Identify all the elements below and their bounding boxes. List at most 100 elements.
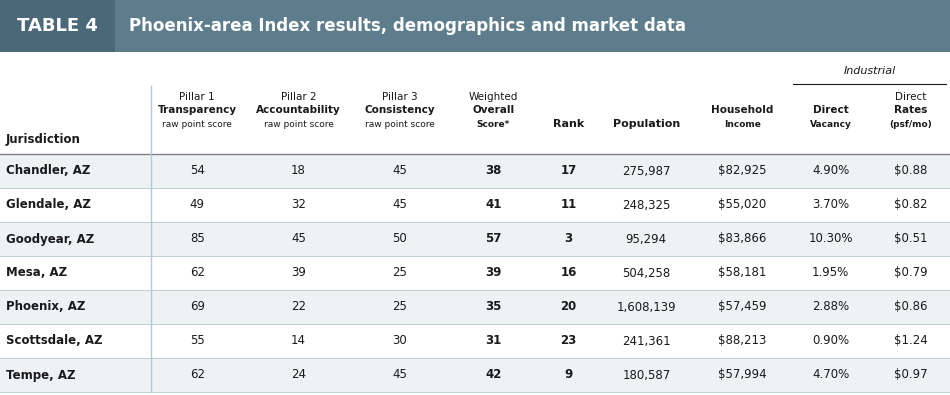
- Text: Goodyear, AZ: Goodyear, AZ: [6, 233, 94, 246]
- Text: Weighted: Weighted: [468, 92, 518, 102]
- Bar: [0, 0, 115, 52]
- Text: 23: 23: [560, 335, 577, 348]
- Bar: [0, 0, 950, 52]
- Text: Pillar 1: Pillar 1: [180, 92, 215, 102]
- Text: 95,294: 95,294: [626, 233, 667, 246]
- Bar: [0, 358, 950, 392]
- Text: 1.95%: 1.95%: [812, 267, 849, 280]
- Text: 38: 38: [485, 164, 502, 177]
- Text: Overall: Overall: [472, 105, 514, 115]
- Text: 275,987: 275,987: [622, 164, 671, 177]
- Text: (psf/mo): (psf/mo): [890, 120, 933, 129]
- Bar: [0, 222, 950, 256]
- Text: 69: 69: [190, 301, 205, 314]
- Text: 18: 18: [291, 164, 306, 177]
- Text: 248,325: 248,325: [622, 199, 671, 211]
- Text: Income: Income: [724, 120, 761, 129]
- Text: Industrial: Industrial: [844, 66, 896, 76]
- Text: 180,587: 180,587: [622, 369, 671, 382]
- Text: $0.86: $0.86: [894, 301, 928, 314]
- Text: Rates: Rates: [894, 105, 928, 115]
- Text: 20: 20: [560, 301, 577, 314]
- Text: Rank: Rank: [553, 119, 584, 129]
- Text: 42: 42: [485, 369, 502, 382]
- Text: TABLE 4: TABLE 4: [17, 17, 98, 35]
- Text: Tempe, AZ: Tempe, AZ: [6, 369, 75, 382]
- Text: 4.70%: 4.70%: [812, 369, 849, 382]
- Text: 30: 30: [392, 335, 408, 348]
- Text: 14: 14: [291, 335, 306, 348]
- Text: 50: 50: [392, 233, 408, 246]
- Text: $57,994: $57,994: [718, 369, 767, 382]
- Text: 62: 62: [190, 267, 205, 280]
- Text: $55,020: $55,020: [718, 199, 767, 211]
- Text: raw point score: raw point score: [162, 120, 232, 129]
- Text: Phoenix, AZ: Phoenix, AZ: [6, 301, 86, 314]
- Text: 39: 39: [485, 267, 502, 280]
- Text: $0.79: $0.79: [894, 267, 928, 280]
- Text: 24: 24: [291, 369, 306, 382]
- Text: raw point score: raw point score: [365, 120, 435, 129]
- Text: 32: 32: [291, 199, 306, 211]
- Text: Direct: Direct: [896, 92, 927, 102]
- Text: Consistency: Consistency: [365, 105, 435, 115]
- Text: $58,181: $58,181: [718, 267, 767, 280]
- Text: Vacancy: Vacancy: [809, 120, 851, 129]
- Text: Phoenix-area Index results, demographics and market data: Phoenix-area Index results, demographics…: [129, 17, 686, 35]
- Text: 57: 57: [485, 233, 502, 246]
- Text: 2.88%: 2.88%: [812, 301, 849, 314]
- Text: 49: 49: [190, 199, 205, 211]
- Text: 45: 45: [392, 369, 408, 382]
- Text: 25: 25: [392, 267, 408, 280]
- Text: 35: 35: [485, 301, 502, 314]
- Text: Population: Population: [613, 119, 680, 129]
- Text: 39: 39: [291, 267, 306, 280]
- Text: 45: 45: [291, 233, 306, 246]
- Text: 41: 41: [485, 199, 502, 211]
- Text: 85: 85: [190, 233, 204, 246]
- Text: Direct: Direct: [813, 105, 848, 115]
- Text: 11: 11: [560, 199, 577, 211]
- Bar: [0, 154, 950, 188]
- Text: 1,608,139: 1,608,139: [617, 301, 676, 314]
- Text: 55: 55: [190, 335, 204, 348]
- Text: 45: 45: [392, 199, 408, 211]
- Text: 3.70%: 3.70%: [812, 199, 849, 211]
- Text: Glendale, AZ: Glendale, AZ: [6, 199, 91, 211]
- Text: 17: 17: [560, 164, 577, 177]
- Bar: [0, 62, 950, 154]
- Text: 54: 54: [190, 164, 204, 177]
- Text: raw point score: raw point score: [263, 120, 333, 129]
- Text: 241,361: 241,361: [622, 335, 671, 348]
- Text: $0.51: $0.51: [894, 233, 928, 246]
- Text: $82,925: $82,925: [718, 164, 767, 177]
- Text: 31: 31: [485, 335, 502, 348]
- Text: 4.90%: 4.90%: [812, 164, 849, 177]
- Text: 504,258: 504,258: [622, 267, 671, 280]
- Text: Jurisdiction: Jurisdiction: [6, 133, 81, 146]
- Text: 16: 16: [560, 267, 577, 280]
- Text: 0.90%: 0.90%: [812, 335, 849, 348]
- Bar: [0, 324, 950, 358]
- Text: Scottsdale, AZ: Scottsdale, AZ: [6, 335, 103, 348]
- Text: Pillar 2: Pillar 2: [280, 92, 316, 102]
- Text: $0.97: $0.97: [894, 369, 928, 382]
- Text: Household: Household: [712, 105, 773, 115]
- Bar: [0, 188, 950, 222]
- Text: $83,866: $83,866: [718, 233, 767, 246]
- Text: Transparency: Transparency: [158, 105, 237, 115]
- Text: 62: 62: [190, 369, 205, 382]
- Text: 9: 9: [564, 369, 573, 382]
- Text: Pillar 3: Pillar 3: [382, 92, 418, 102]
- Bar: [0, 256, 950, 290]
- Text: 25: 25: [392, 301, 408, 314]
- Text: $0.88: $0.88: [894, 164, 928, 177]
- Text: $1.24: $1.24: [894, 335, 928, 348]
- Text: 10.30%: 10.30%: [808, 233, 853, 246]
- Text: 22: 22: [291, 301, 306, 314]
- Text: $0.82: $0.82: [894, 199, 928, 211]
- Text: $57,459: $57,459: [718, 301, 767, 314]
- Text: 45: 45: [392, 164, 408, 177]
- Bar: [0, 290, 950, 324]
- Text: Score*: Score*: [477, 120, 510, 129]
